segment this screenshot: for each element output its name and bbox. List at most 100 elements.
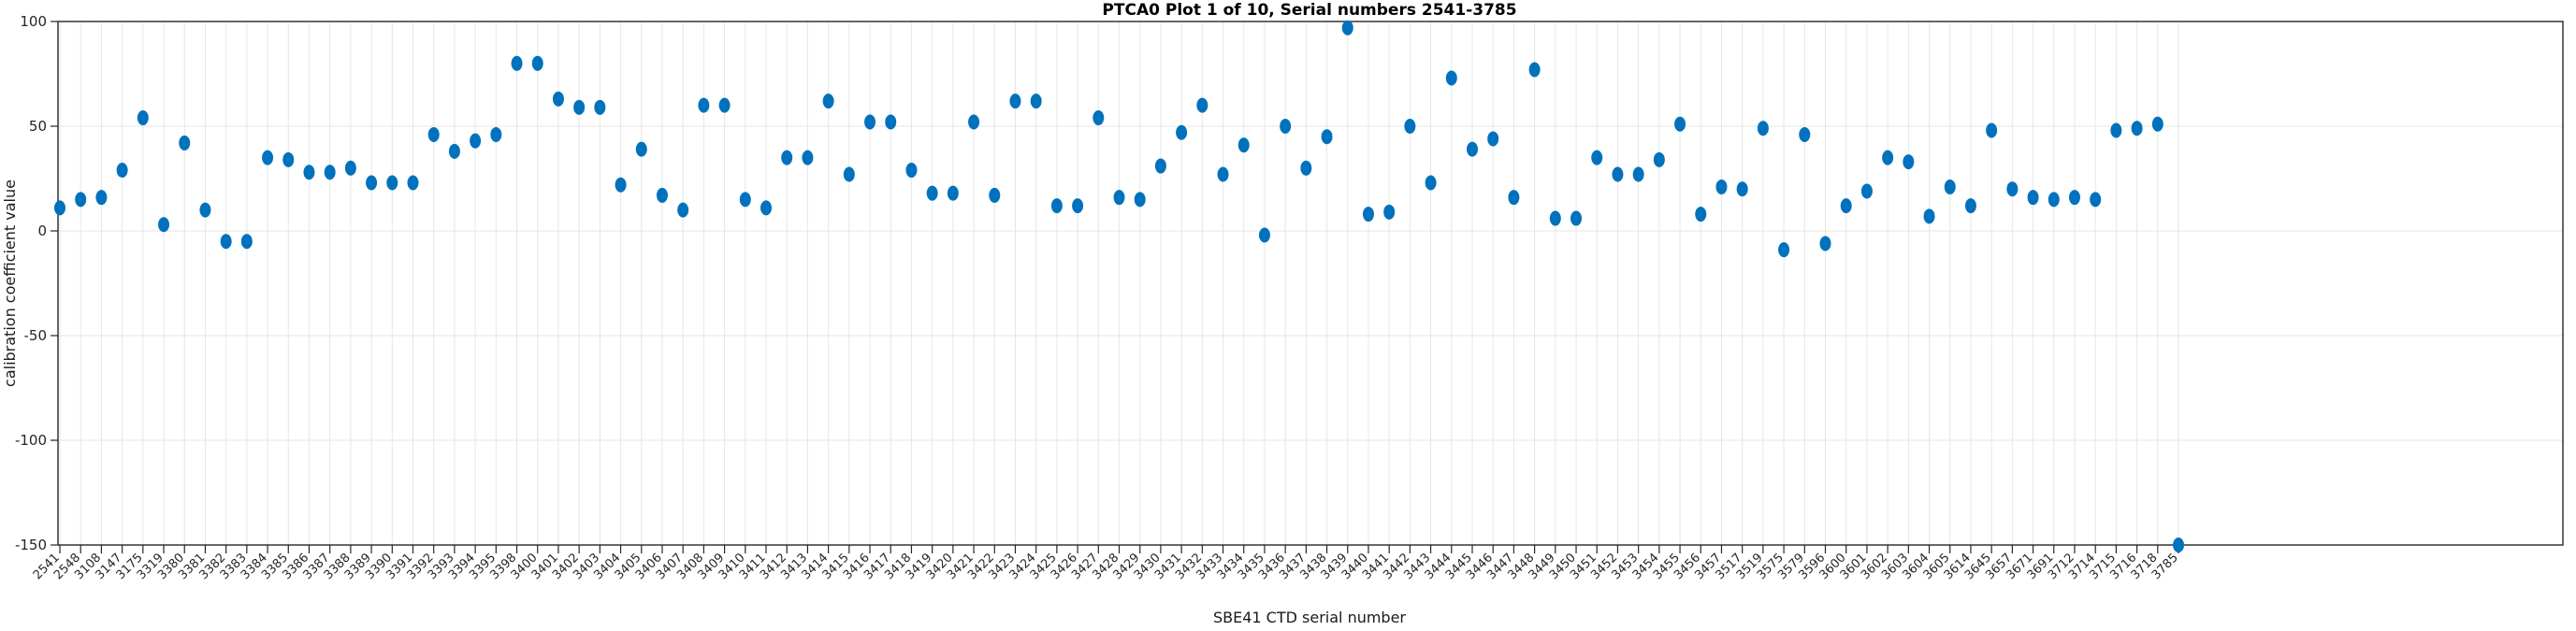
data-point <box>1944 179 1956 194</box>
data-point <box>220 234 232 250</box>
data-point <box>448 143 460 159</box>
data-point <box>1674 116 1686 132</box>
data-point <box>760 200 772 216</box>
data-point <box>407 175 419 191</box>
data-point <box>1425 175 1437 191</box>
data-point <box>718 97 731 113</box>
data-point <box>2090 192 2102 208</box>
data-point <box>158 217 170 233</box>
data-point <box>864 114 876 130</box>
y-tick-label: -50 <box>24 327 48 344</box>
data-point <box>989 187 1001 203</box>
data-point <box>1093 110 1105 126</box>
plot-border <box>57 21 2564 546</box>
data-point <box>2048 192 2060 208</box>
data-point <box>1778 242 1790 258</box>
data-point <box>1383 204 1396 220</box>
data-point <box>1072 198 1084 214</box>
data-point <box>1528 62 1541 78</box>
data-point <box>885 114 897 130</box>
data-point <box>968 114 980 130</box>
y-tick-label: -100 <box>15 432 47 449</box>
data-point <box>2151 116 2164 132</box>
data-point <box>282 151 295 167</box>
data-point <box>262 150 274 165</box>
data-point <box>843 166 855 182</box>
data-point <box>1217 166 1229 182</box>
data-point <box>1321 129 1333 145</box>
data-point <box>1508 190 1520 206</box>
data-point <box>1923 208 1935 224</box>
axes-box <box>57 21 2564 546</box>
data-point <box>1113 190 1125 206</box>
data-point <box>1237 137 1250 153</box>
data-point <box>1258 227 1270 243</box>
y-tick-labels: 100 50 0 -50 -100 -150 <box>15 13 47 553</box>
data-point <box>2027 190 2039 206</box>
data-point <box>531 55 543 71</box>
data-point <box>95 190 108 206</box>
data-point <box>1840 198 1852 214</box>
data-point <box>1280 119 1292 134</box>
data-point <box>199 202 211 218</box>
x-tick-labels: 2541254831083147317533193380338133823383… <box>31 551 2181 582</box>
data-point <box>1964 198 1976 214</box>
data-point <box>656 187 668 203</box>
data-point <box>1591 150 1603 165</box>
data-point <box>1570 210 1583 226</box>
data-point <box>324 165 336 180</box>
data-point <box>1050 198 1063 214</box>
data-point <box>1612 166 1624 182</box>
data-point <box>511 55 523 71</box>
data-point <box>1030 93 1042 109</box>
data-point <box>179 135 191 151</box>
data-points <box>54 20 2184 552</box>
data-point <box>1695 207 1707 222</box>
data-point <box>1819 236 1831 251</box>
data-point <box>1860 183 1873 199</box>
data-point <box>1300 160 1312 176</box>
tick-marks <box>51 21 2179 553</box>
data-point <box>366 175 378 191</box>
y-tick-label: -150 <box>15 537 47 553</box>
data-point <box>677 202 689 218</box>
data-point <box>1487 131 1499 147</box>
x-axis-label: SBE41 CTD serial number <box>1213 609 1406 626</box>
data-point <box>552 91 564 107</box>
data-point <box>1903 154 1915 170</box>
data-point <box>1632 166 1644 182</box>
data-point <box>2173 538 2184 552</box>
data-point <box>1653 151 1665 167</box>
data-point <box>1176 124 1188 140</box>
data-point <box>2006 181 2019 197</box>
data-point <box>1196 97 1208 113</box>
data-point <box>240 234 253 250</box>
data-point <box>1736 181 1748 197</box>
data-point <box>386 175 398 191</box>
y-tick-label: 50 <box>29 118 47 135</box>
data-point <box>698 97 710 113</box>
data-point <box>615 177 627 193</box>
data-point <box>303 165 315 180</box>
data-point <box>1799 126 1811 142</box>
data-point <box>594 99 606 115</box>
data-point <box>1986 122 1998 138</box>
data-point <box>1445 70 1457 86</box>
y-tick-label: 0 <box>37 222 47 239</box>
chart-title: PTCA0 Plot 1 of 10, Serial numbers 2541-… <box>1102 1 1516 20</box>
data-point <box>116 163 128 179</box>
data-point <box>1757 121 1769 136</box>
data-point <box>427 126 440 142</box>
data-point <box>1715 179 1728 194</box>
data-point <box>54 200 65 216</box>
data-point <box>1154 158 1166 174</box>
y-tick-label: 100 <box>20 13 47 30</box>
data-point <box>822 93 834 109</box>
data-point <box>905 163 918 179</box>
data-point <box>781 150 793 165</box>
data-point <box>739 192 751 208</box>
data-point <box>802 150 814 165</box>
data-point <box>1404 119 1416 134</box>
